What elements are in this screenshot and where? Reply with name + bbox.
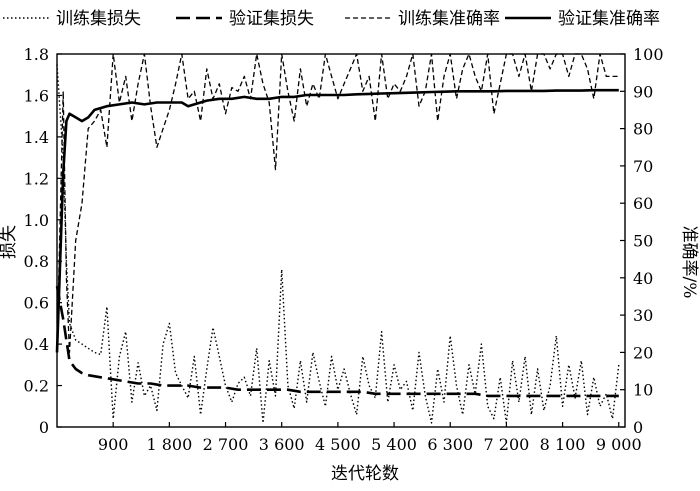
y-axis-left-label: 损失 (0, 225, 19, 259)
legend-label-2: 验证集损失 (229, 9, 314, 29)
x-tick-label: 900 (98, 435, 129, 454)
x-tick-label: 8 100 (540, 435, 586, 454)
series-line-3 (56, 53, 619, 354)
x-tick-label: 7 200 (484, 435, 530, 454)
series-line-1 (56, 64, 620, 424)
plot-border (56, 53, 626, 428)
x-tick-label: 9 000 (596, 435, 642, 454)
y-left-tick-label: 0.8 (24, 252, 49, 271)
right-axis: 0 10 20 30 40 50 60 70 80 90 100 (620, 45, 664, 437)
y-right-tick-label: 20 (633, 343, 653, 362)
x-tick-label: 5 400 (371, 435, 417, 454)
y-right-tick-label: 10 (633, 381, 653, 400)
x-axis: 900 1 800 2 700 3 600 4 500 5 400 6 300 7 200 8 … (98, 422, 642, 454)
y-axis-right-label: 准确率/% (679, 226, 699, 299)
x-tick-label: 4 500 (315, 435, 361, 454)
y-left-tick-label: 1.2 (24, 169, 49, 188)
x-tick-label: 6 300 (427, 435, 473, 454)
x-tick-label: 3 600 (259, 435, 305, 454)
y-right-tick-label: 80 (633, 120, 653, 139)
legend-label-4: 验证集准确率 (558, 9, 660, 29)
plot-frame (56, 53, 626, 428)
y-left-tick-label: 1.4 (24, 128, 49, 147)
y-left-tick-label: 0 (39, 418, 49, 437)
legend-label-3: 训练集准确率 (398, 9, 500, 29)
legend: 训练集损失 验证集损失 训练集准确率 验证集准确率 (3, 9, 660, 29)
legend-label-1: 训练集损失 (56, 9, 141, 29)
x-tick-label: 1 800 (146, 435, 192, 454)
y-left-tick-label: 1.8 (24, 45, 49, 64)
left-axis: 0 0.2 0.4 0.6 0.8 1.0 1.2 1.4 1.6 1.8 (24, 45, 62, 437)
y-right-tick-label: 30 (633, 306, 653, 325)
y-right-tick-label: 100 (633, 45, 664, 64)
series-line-2 (55, 285, 619, 398)
y-right-tick-label: 50 (633, 232, 653, 251)
y-right-tick-label: 60 (633, 194, 653, 213)
y-right-tick-label: 40 (633, 269, 653, 288)
y-right-tick-label: 70 (633, 157, 653, 176)
y-left-tick-label: 0.4 (24, 335, 49, 354)
y-right-tick-label: 90 (633, 82, 653, 101)
y-right-tick-label: 0 (633, 418, 643, 437)
y-left-tick-label: 0.6 (24, 294, 49, 313)
y-left-tick-label: 1.6 (24, 86, 49, 105)
series-line-4 (55, 88, 619, 353)
x-tick-label: 2 700 (203, 435, 249, 454)
y-left-tick-label: 0.2 (24, 377, 49, 396)
x-axis-label: 迭代轮数 (331, 464, 399, 484)
series-layer (55, 53, 620, 424)
y-left-tick-label: 1.0 (24, 211, 49, 230)
